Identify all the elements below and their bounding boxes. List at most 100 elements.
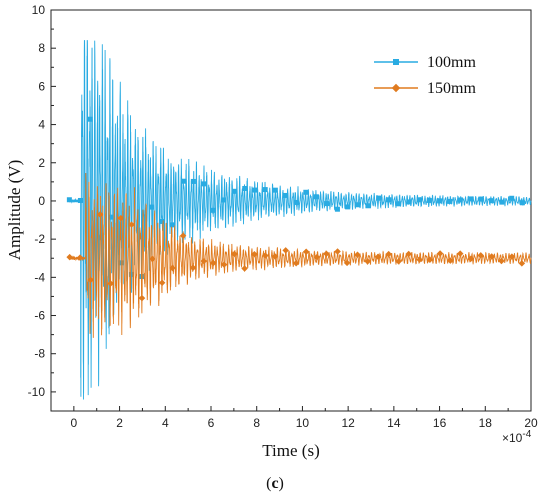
series-marker-100mm (509, 195, 515, 201)
series-marker-150mm (416, 256, 423, 263)
series-marker-100mm (416, 197, 422, 203)
series-marker-100mm (447, 198, 453, 204)
x-tick-label: 6 (208, 416, 215, 430)
y-axis-ticks: 10 8 6 4 2 0 -2 -4 -6 -8 -10 (28, 3, 56, 412)
y-tick-label: -8 (34, 347, 45, 361)
series-marker-150mm (97, 211, 104, 218)
series-marker-150mm (87, 276, 94, 284)
caption-close: ) (279, 475, 284, 492)
plot-frame (50, 9, 532, 412)
series-marker-100mm (334, 206, 340, 212)
series-marker-100mm (406, 199, 412, 205)
series-marker-150mm (200, 257, 208, 265)
series-marker-150mm (364, 258, 371, 265)
series-marker-100mm (437, 198, 443, 204)
x-tick-label: 18 (479, 416, 493, 430)
series-marker-100mm (149, 204, 155, 210)
x-axis-ticks: 0 2 4 6 8 10 12 14 16 18 20 (71, 406, 538, 430)
series-marker-100mm (210, 207, 216, 213)
series-marker-150mm (354, 251, 361, 258)
legend: 100mm 150mm (374, 54, 476, 97)
x-tick-label: 8 (253, 416, 260, 430)
y-tick-label: 4 (38, 118, 45, 132)
series-marker-150mm (447, 257, 454, 264)
x-tick-label: 16 (433, 416, 447, 430)
series-marker-150mm (488, 253, 495, 260)
series-marker-100mm (499, 199, 505, 205)
series-marker-150mm (128, 221, 135, 228)
series-marker-150mm (456, 250, 464, 257)
series-marker-150mm (343, 259, 351, 267)
y-tick-label: 2 (38, 156, 45, 170)
series-marker-100mm (108, 214, 114, 220)
series-marker-150mm (271, 253, 279, 260)
legend-label-100mm: 100mm (427, 54, 476, 71)
series-marker-100mm (519, 200, 525, 206)
series-marker-150mm (436, 250, 444, 257)
series-marker-150mm (117, 214, 125, 222)
series-marker-100mm (365, 203, 371, 209)
y-tick-label: 10 (32, 3, 46, 17)
series-marker-150mm (467, 255, 475, 262)
series-marker-150mm (426, 256, 434, 264)
series-marker-100mm (87, 116, 93, 122)
series-marker-150mm (169, 264, 176, 272)
series-marker-150mm (231, 250, 238, 258)
series-marker-100mm (426, 197, 432, 203)
series-marker-100mm (478, 196, 484, 202)
series-marker-100mm (169, 222, 175, 228)
legend-label-150mm: 150mm (427, 80, 476, 97)
legend-marker-100mm (393, 59, 399, 65)
series-marker-100mm (313, 194, 319, 200)
y-tick-label: -6 (34, 309, 45, 323)
x-axis-multiplier: ×10-4 (502, 429, 532, 445)
series-marker-150mm (262, 252, 269, 259)
series-marker-150mm (313, 253, 321, 261)
x-tick-label: 12 (341, 416, 355, 430)
series-marker-150mm (241, 265, 248, 272)
series-marker-100mm (386, 197, 392, 203)
series-marker-100mm (376, 195, 382, 201)
x-multiplier-base: ×10 (502, 431, 523, 445)
series-marker-150mm (210, 259, 217, 267)
series-marker-150mm (292, 260, 300, 267)
figure-caption: (c) (266, 475, 284, 492)
series-marker-100mm (77, 197, 83, 203)
y-tick-label: 8 (38, 41, 45, 55)
series-marker-100mm (457, 197, 463, 203)
series-marker-100mm (231, 188, 237, 194)
series-marker-100mm (293, 199, 299, 205)
y-axis-label: Amplitude (V) (5, 160, 24, 261)
y-tick-label: -10 (28, 385, 46, 399)
series-marker-150mm (158, 279, 166, 287)
series-marker-100mm (345, 204, 351, 210)
series-marker-100mm (324, 201, 330, 207)
series-marker-150mm (179, 232, 187, 239)
series-marker-100mm (242, 186, 248, 192)
series-marker-150mm (518, 260, 526, 267)
legend-marker-150mm (391, 83, 401, 93)
caption-open: ( (266, 475, 271, 492)
x-tick-label: 20 (524, 416, 538, 430)
series-marker-150mm (477, 252, 485, 259)
series-marker-100mm (201, 181, 207, 187)
series-marker-150mm (189, 264, 197, 271)
series-marker-100mm (272, 187, 278, 193)
series-marker-100mm (128, 271, 134, 277)
series-marker-150mm (302, 248, 310, 256)
y-tick-label: -4 (34, 270, 45, 284)
series-marker-150mm (76, 254, 84, 261)
x-tick-label: 14 (387, 416, 401, 430)
series-marker-150mm (220, 261, 228, 268)
y-tick-label: 6 (38, 79, 45, 93)
series-marker-100mm (468, 196, 474, 202)
series-marker-100mm (488, 198, 494, 204)
series-marker-150mm (323, 250, 330, 258)
series-layer (66, 40, 532, 400)
series-marker-100mm (354, 202, 360, 208)
x-tick-label: 0 (71, 416, 78, 430)
x-axis-label: Time (s) (262, 441, 319, 460)
x-tick-label: 10 (296, 416, 310, 430)
series-marker-100mm (221, 197, 227, 203)
